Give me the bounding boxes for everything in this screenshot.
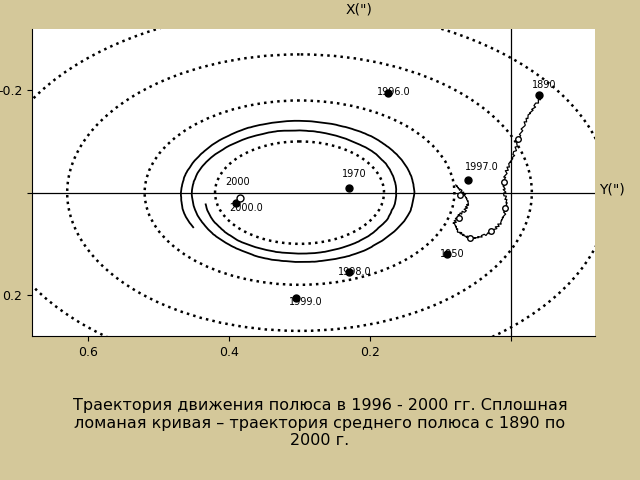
Text: 1996.0: 1996.0 <box>377 87 411 97</box>
Text: 1890: 1890 <box>532 80 556 90</box>
Text: 1970: 1970 <box>342 169 366 179</box>
X-axis label: Y("): Y(") <box>599 182 625 196</box>
Text: 1998.0: 1998.0 <box>339 266 372 276</box>
Text: 1999.0: 1999.0 <box>289 297 323 307</box>
Text: 2000: 2000 <box>226 177 250 187</box>
Y-axis label: X("): X(") <box>345 2 372 16</box>
Text: 1997.0: 1997.0 <box>465 162 499 171</box>
Text: 2000.0: 2000.0 <box>229 203 263 213</box>
Text: Траектория движения полюса в 1996 - 2000 гг. Сплошная
ломаная кривая – траектори: Траектория движения полюса в 1996 - 2000… <box>73 398 567 448</box>
Text: 1950: 1950 <box>440 249 465 259</box>
